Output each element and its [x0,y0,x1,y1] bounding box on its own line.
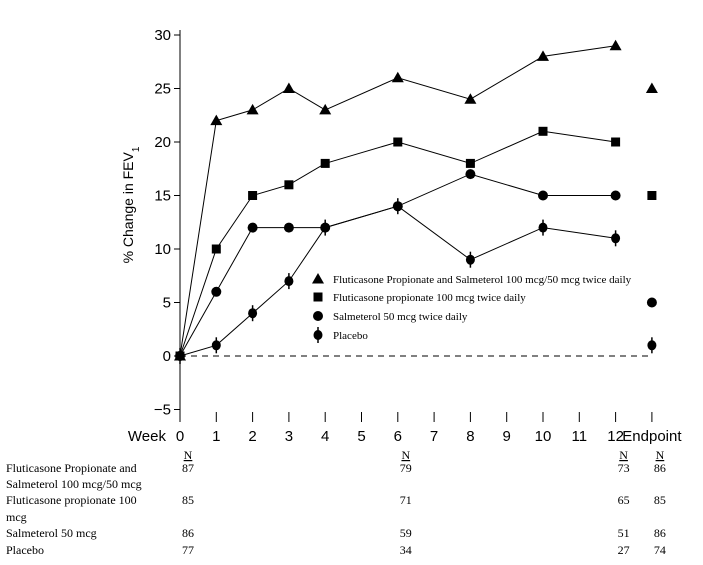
n-value: 71 [400,493,412,507]
n-header: N [184,448,193,462]
n-value: 27 [618,543,630,557]
data-point-diamond [211,337,221,354]
endpoint-point-square [647,191,657,200]
x-tick-label: 5 [357,428,365,445]
data-point-circle [283,222,294,233]
data-point-circle [247,222,258,233]
data-point-diamond [465,251,475,268]
x-tick-label: 0 [176,428,184,445]
legend-label: Placebo [333,330,368,342]
x-tick-label: 3 [285,428,293,445]
n-value: 59 [400,526,412,540]
n-value: 85 [654,493,666,507]
n-value: 86 [182,526,194,540]
data-point-circle [465,169,476,180]
x-tick-label: 2 [248,428,256,445]
endpoint-point-circle [646,297,657,308]
x-tick-label: 1 [212,428,220,445]
n-row-label: Fluticasone propionate 100 [6,493,137,507]
y-tick-label: 25 [154,81,171,98]
n-table: N N N N Fluticasone Propionate and Salmeterol… [6,448,666,557]
n-value: 74 [654,543,666,557]
n-header: N [619,448,628,462]
n-row-label: Salmeterol 100 mcg/50 mcg [6,477,142,491]
data-point-triangle [464,93,477,104]
n-value: 73 [618,461,630,475]
legend-label: Salmeterol 50 mcg twice daily [333,311,468,323]
n-value: 85 [182,493,194,507]
n-header: N [401,448,410,462]
n-value: 86 [654,461,666,475]
n-value: 87 [182,461,194,475]
data-point-triangle [609,39,622,51]
x-tick-label: 6 [394,428,402,445]
data-point-square [320,158,330,168]
data-point-square [465,158,475,168]
data-point-triangle [537,50,549,61]
x-tick-label: 11 [572,428,588,445]
n-row-label: Placebo [6,543,44,557]
n-row-label: Salmeterol 50 mcg [6,526,97,540]
data-point-triangle [210,114,223,126]
x-tick-label: 12 [607,428,624,445]
data-point-diamond [320,219,330,236]
endpoint-point-triangle [645,82,658,93]
legend: Fluticasone Propionate and Salmeterol 10… [312,273,632,343]
endpoint-point-diamond [647,337,657,354]
data-point-square [538,126,548,136]
data-point-triangle [391,71,404,83]
data-point-triangle [282,82,295,93]
legend-marker-triangle [312,273,324,284]
y-tick-label: 10 [154,241,171,258]
data-point-circle [610,190,621,201]
legend-label: Fluticasone propionate 100 mcg twice dai… [333,292,526,304]
n-row-label: Fluticasone Propionate and [6,461,137,475]
data-point-diamond [284,273,294,290]
n-value: 34 [400,543,412,557]
data-point-square [284,180,294,190]
n-value: 65 [618,493,630,507]
series-markers [174,39,658,364]
x-axis-title: Week [128,428,167,445]
x-tick-label: 8 [466,428,474,445]
data-point-circle [211,286,222,297]
data-point-circle [538,190,548,201]
x-tick-label: 4 [321,428,329,445]
y-axis-label: % Change in FEV1 [120,146,142,263]
data-point-diamond [611,230,621,247]
data-point-square [211,244,221,254]
y-tick-label: 5 [163,295,171,312]
n-value: 79 [400,461,412,475]
legend-marker-circle [313,311,323,321]
data-point-diamond [175,348,185,364]
n-value: 77 [182,543,194,557]
y-tick-label: 20 [154,134,171,151]
n-row-label: mcg [6,510,27,524]
n-value: 86 [654,526,666,540]
n-value: 51 [618,526,630,540]
data-point-triangle [246,103,259,115]
data-point-square [248,191,258,200]
y-tick-label: −5 [154,402,171,419]
x-tick-label: Endpoint [622,428,682,445]
data-point-square [611,137,621,147]
y-tick-label: 15 [154,188,171,205]
data-point-diamond [248,305,258,322]
y-tick-label: 30 [154,27,171,44]
n-header: N [656,448,665,462]
data-point-square [393,137,403,147]
legend-marker-square [313,292,323,302]
x-tick-label: 9 [503,428,511,445]
y-tick-label: 0 [163,348,171,365]
x-tick-label: 7 [430,428,438,445]
legend-marker-diamond [313,327,323,343]
legend-label: Fluticasone Propionate and Salmeterol 10… [333,274,632,286]
data-point-diamond [393,198,403,215]
data-point-triangle [319,103,332,115]
x-tick-label: 10 [535,428,552,445]
data-point-diamond [538,219,548,236]
